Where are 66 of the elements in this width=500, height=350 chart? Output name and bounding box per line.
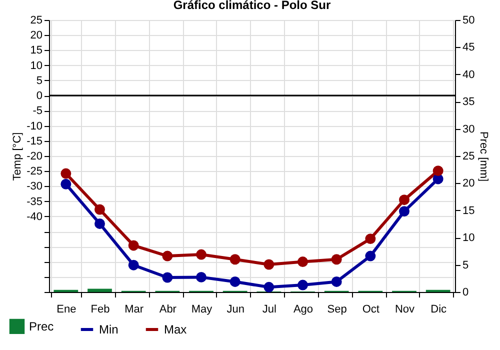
point [399, 194, 410, 206]
y-tick-label: -40 [26, 210, 42, 223]
y-tick-label: -30 [26, 180, 42, 193]
point [331, 276, 342, 287]
point [162, 250, 173, 262]
x-tick-label: Abr [159, 304, 177, 316]
point [230, 276, 240, 287]
point [94, 218, 105, 229]
point [264, 259, 274, 270]
point [432, 166, 444, 176]
point [331, 254, 342, 265]
y2-tick-label: 5 [462, 259, 469, 272]
y2-axis-title: Prec [mm] [478, 131, 490, 182]
y2-tick-label: 30 [462, 123, 475, 136]
x-tick-label: Sep [327, 304, 347, 316]
x-tick-label: May [191, 304, 213, 316]
x-tick-label: Jul [262, 304, 276, 316]
y-tick-label: -5 [32, 105, 42, 118]
y2-tick-label: 20 [462, 178, 475, 190]
x-tick-label: Dic [430, 304, 448, 316]
legend-label: Min [99, 322, 118, 336]
y2-tick-label: 25 [462, 150, 475, 162]
y-tick-label: -10 [26, 120, 42, 132]
x-tick-label: Feb [90, 304, 110, 316]
y2-tick-label: 15 [462, 204, 475, 217]
y-tick-label: -35 [26, 196, 42, 208]
point [196, 272, 206, 282]
point [128, 240, 139, 251]
point [60, 168, 72, 179]
y-tick-label: -25 [26, 166, 42, 178]
point [365, 250, 376, 262]
y-tick-label: 0 [36, 90, 42, 102]
y-axis-title: Temp [°C] [12, 132, 24, 181]
x-tick-label: Nov [394, 304, 416, 316]
x-tick-label: Jun [226, 304, 244, 316]
y2-tick-label: 0 [462, 286, 469, 298]
legend-label: Prec [29, 319, 54, 334]
point [399, 206, 410, 217]
y2-tick-label: 50 [462, 14, 475, 26]
y-tick-label: 15 [30, 44, 42, 57]
y-tick-label: 20 [30, 30, 42, 42]
point [365, 234, 376, 244]
x-tick-label: Oct [362, 304, 380, 316]
chart-title: Gráfico climático - Polo Sur [173, 0, 332, 12]
legend-label: Max [164, 322, 187, 336]
point [162, 272, 173, 283]
x-tick-label: Ene [56, 304, 76, 316]
y-tick-label: -15 [26, 135, 42, 148]
y2-tick-label: 35 [462, 96, 475, 108]
y2-tick-label: 45 [462, 42, 475, 54]
point [230, 254, 240, 265]
y-tick-label: 10 [30, 60, 42, 72]
point [264, 282, 274, 292]
y-tick-label: 25 [30, 14, 42, 26]
point [60, 178, 72, 190]
point [196, 249, 206, 260]
y-tick-label: -20 [26, 150, 42, 162]
x-tick-label: Ago [293, 304, 314, 316]
x-tick-label: Mar [124, 304, 144, 316]
point [298, 280, 308, 290]
point [298, 256, 308, 268]
y2-tick-label: 40 [462, 68, 475, 81]
point [94, 204, 105, 215]
y2-tick-label: 10 [462, 232, 475, 244]
y-tick-label: 5 [36, 74, 42, 87]
point [128, 260, 139, 270]
